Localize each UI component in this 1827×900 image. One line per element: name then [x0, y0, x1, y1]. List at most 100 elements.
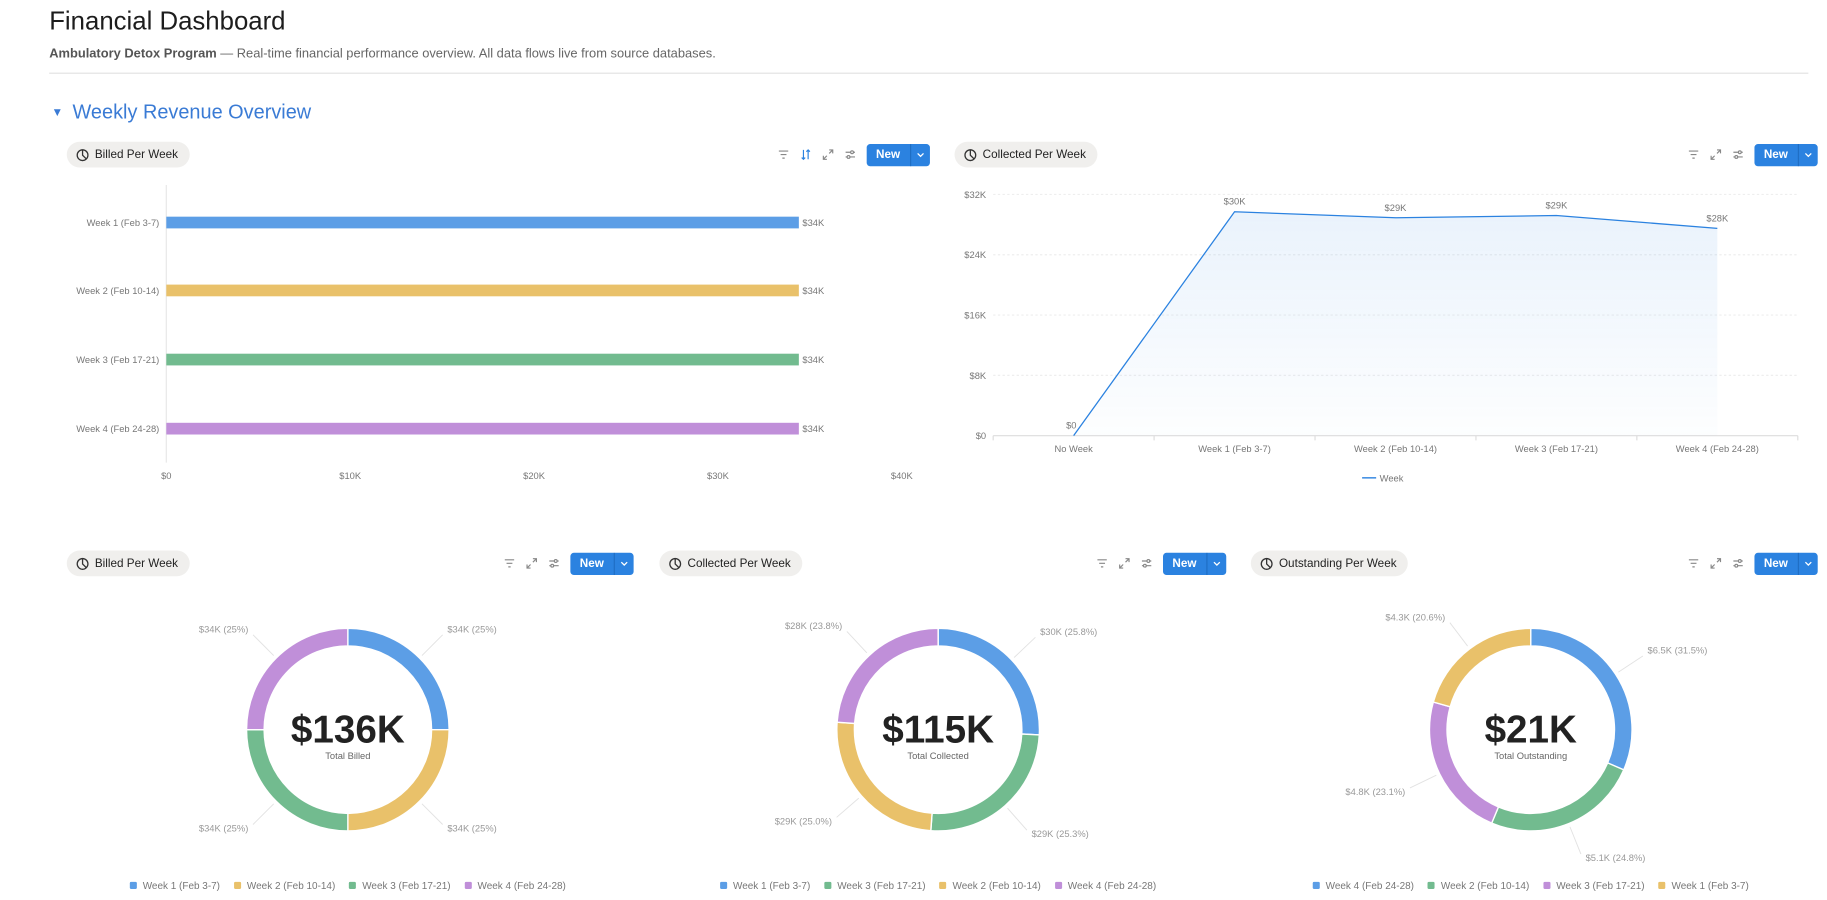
slice-value-label: $4.3K (20.6%)	[1385, 612, 1445, 622]
donut-center-value: $115K	[882, 709, 994, 752]
sliders-button[interactable]	[546, 556, 561, 571]
sliders-button[interactable]	[1730, 556, 1745, 571]
x-tick-label: $10K	[339, 471, 362, 481]
donut-slice[interactable]	[1530, 627, 1633, 771]
panel-title-pill[interactable]: Billed Per Week	[66, 141, 190, 168]
expand-button[interactable]	[1116, 556, 1131, 571]
new-button[interactable]: New	[1163, 552, 1226, 575]
sort-button[interactable]	[798, 147, 813, 162]
legend-label: Week 4 (Feb 24-28)	[1325, 879, 1414, 892]
new-dropdown-chevron-icon[interactable]	[1797, 552, 1817, 575]
subtitle-text: — Real-time financial performance overvi…	[216, 46, 716, 61]
slice-value-label: $34K (25%)	[199, 824, 248, 834]
x-tick-label: $20K	[523, 471, 546, 481]
donut-slice[interactable]	[245, 627, 349, 731]
donut-slice[interactable]	[245, 728, 349, 832]
sliders-button[interactable]	[842, 147, 857, 162]
sliders-button[interactable]	[1730, 147, 1745, 162]
legend-item[interactable]: Week 1 (Feb 3-7)	[1658, 880, 1749, 891]
y-tick-label: $32K	[964, 190, 987, 200]
new-button-label[interactable]: New	[876, 148, 901, 162]
panel-controls: New	[1685, 143, 1818, 166]
expand-button[interactable]	[1708, 147, 1723, 162]
x-tick-label: $30K	[707, 471, 730, 481]
legend-label: Week 1 (Feb 3-7)	[732, 879, 811, 892]
new-button-label[interactable]: New	[579, 556, 604, 570]
chart-legend: Week 1 (Feb 3-7) Week 3 (Feb 17-21) Week 2…	[720, 879, 1156, 892]
legend-item[interactable]: Week 4 (Feb 24-28)	[1312, 879, 1414, 892]
legend-item[interactable]: Week 3 (Feb 17-21)	[349, 880, 451, 891]
new-button-label[interactable]: New	[1763, 148, 1788, 162]
bar	[166, 422, 799, 435]
new-dropdown-chevron-icon[interactable]	[1205, 552, 1226, 575]
point-value-label: $28K	[1706, 213, 1729, 223]
panel-title-pill[interactable]: Outstanding Per Week	[1250, 550, 1409, 577]
panel-title-pill[interactable]: Billed Per Week	[66, 550, 190, 577]
series-line	[1073, 211, 1718, 437]
donut-slice[interactable]	[836, 721, 933, 832]
divider	[49, 72, 1809, 74]
new-button-label[interactable]: New	[1172, 556, 1197, 570]
point-value-label: $29K	[1385, 203, 1408, 213]
new-button-label[interactable]: New	[1763, 556, 1788, 570]
legend-item[interactable]: Week 1 (Feb 3-7)	[720, 879, 811, 892]
expand-icon	[1709, 557, 1721, 569]
legend-item[interactable]: Week 2 (Feb 10-14)	[234, 880, 335, 891]
filter-button[interactable]	[1685, 147, 1700, 162]
filter-icon	[777, 149, 789, 161]
legend-swatch	[1054, 881, 1062, 889]
donut-center-value: $21K	[1485, 709, 1577, 752]
filter-button[interactable]	[501, 556, 516, 571]
sliders-button[interactable]	[1138, 556, 1153, 571]
legend-swatch	[1658, 881, 1666, 889]
slice-leader-line	[1569, 826, 1582, 855]
legend-item[interactable]: Week 2 (Feb 10-14)	[939, 880, 1041, 891]
legend-item[interactable]: Week 4 (Feb 24-28)	[1054, 880, 1156, 891]
point-value-label: $0	[1066, 421, 1076, 431]
panel-title-pill[interactable]: Collected Per Week	[659, 550, 803, 577]
filter-button[interactable]	[1685, 556, 1700, 571]
sliders-icon	[1732, 557, 1744, 569]
legend-item[interactable]: Week 1 (Feb 3-7)	[129, 880, 220, 891]
pie-chart-icon	[669, 557, 682, 570]
legend-item[interactable]: Week 3 (Feb 17-21)	[824, 879, 926, 892]
point-value-label: $30K	[1224, 197, 1247, 207]
donut-slice[interactable]	[930, 733, 1041, 832]
filter-icon	[1687, 557, 1699, 569]
legend-item[interactable]: Week 3 (Feb 17-21)	[1543, 880, 1645, 891]
legend-label: Week 3 (Feb 17-21)	[837, 879, 926, 892]
expand-button[interactable]	[820, 147, 835, 162]
donut-slice[interactable]	[1428, 701, 1500, 825]
donut-slice[interactable]	[1432, 627, 1532, 708]
legend-item[interactable]: Week 2 (Feb 10-14)	[1428, 880, 1529, 891]
filter-button[interactable]	[1094, 556, 1109, 571]
slice-leader-line	[1409, 774, 1437, 789]
filter-button[interactable]	[775, 147, 790, 162]
expand-button[interactable]	[524, 556, 539, 571]
donut-slice[interactable]	[937, 627, 1041, 736]
new-dropdown-chevron-icon[interactable]	[1797, 143, 1817, 166]
expand-icon	[1709, 149, 1721, 161]
slice-leader-line	[1013, 636, 1036, 658]
y-tick-label: Week 2 (Feb 10-14)	[76, 286, 159, 296]
legend-swatch	[720, 881, 728, 889]
donut-slice[interactable]	[836, 627, 939, 725]
donut-slice[interactable]	[347, 728, 450, 832]
new-button[interactable]: New	[866, 143, 930, 166]
new-dropdown-chevron-icon[interactable]	[909, 143, 930, 166]
panel-title-pill[interactable]: Collected Per Week	[954, 141, 1098, 168]
y-tick-label: $0	[976, 431, 986, 441]
legend-item[interactable]: Week 4 (Feb 24-28)	[464, 880, 566, 891]
new-dropdown-chevron-icon[interactable]	[613, 552, 633, 575]
filter-icon	[1687, 149, 1699, 161]
expand-button[interactable]	[1708, 556, 1723, 571]
new-button[interactable]: New	[1754, 143, 1818, 166]
legend-swatch	[1543, 881, 1551, 889]
section-toggle[interactable]: ▼ Weekly Revenue Overview	[52, 101, 312, 124]
donut-slice[interactable]	[347, 627, 450, 731]
bar-value-label: $34K	[802, 424, 825, 434]
new-button[interactable]: New	[1754, 552, 1818, 575]
donut-slice[interactable]	[1490, 761, 1625, 832]
new-button[interactable]: New	[570, 552, 634, 575]
